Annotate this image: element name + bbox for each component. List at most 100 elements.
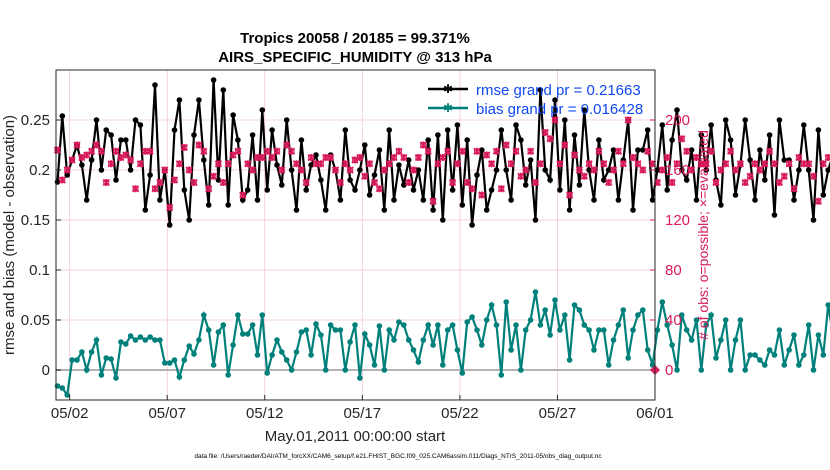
series-point-0	[210, 77, 217, 83]
series-point-0	[396, 162, 402, 168]
series-point-1	[625, 355, 631, 361]
series-point-0	[483, 207, 490, 213]
series-point-0	[820, 192, 827, 198]
obs-evaluated-point	[195, 141, 203, 149]
series-point-0	[410, 187, 417, 193]
obs-evaluated-point	[131, 185, 140, 193]
series-point-1	[454, 347, 461, 353]
series-point-0	[640, 147, 646, 153]
chart-title-line1: Tropics 20058 / 20185 = 99.371%	[240, 30, 470, 47]
series-point-0	[810, 217, 817, 223]
obs-evaluated-point	[346, 166, 354, 174]
series-point-0	[518, 137, 524, 143]
obs-evaluated-point	[97, 147, 106, 155]
series-point-1	[815, 332, 822, 338]
series-point-1	[98, 372, 105, 378]
obs-evaluated-point	[790, 185, 798, 193]
series-point-0	[498, 127, 505, 133]
obs-evaluated-point	[478, 191, 486, 199]
series-point-0	[259, 107, 266, 113]
series-point-1	[688, 337, 695, 343]
grid-lines	[56, 70, 656, 400]
obs-evaluated-point	[770, 160, 779, 168]
series-point-0	[166, 222, 173, 228]
obs-evaluated-point	[448, 178, 457, 187]
series-point-1	[342, 367, 349, 373]
obs-evaluated-point	[570, 151, 579, 159]
series-point-0	[415, 167, 422, 173]
obs-evaluated-point	[156, 178, 164, 187]
series-point-1	[79, 349, 85, 355]
obs-evaluated-point	[624, 116, 632, 124]
series-point-0	[205, 202, 212, 208]
series-point-0	[186, 217, 192, 223]
series-point-1	[303, 327, 310, 333]
series-point-0	[566, 207, 573, 213]
obs-evaluated-point	[356, 153, 364, 162]
series-point-0	[542, 167, 548, 173]
tick-label-right: 120	[665, 212, 690, 229]
series-point-1	[766, 347, 773, 353]
obs-evaluated-point	[536, 160, 545, 168]
obs-evaluated-point	[439, 153, 447, 162]
obs-evaluated-point	[409, 166, 418, 174]
series-point-0	[420, 197, 427, 203]
obs-evaluated-point	[136, 160, 145, 168]
series-point-1	[781, 362, 788, 368]
series-point-0	[196, 97, 202, 103]
series-point-1	[644, 347, 651, 353]
series-point-0	[401, 182, 407, 188]
series-point-1	[83, 367, 90, 373]
obs-evaluated-point	[575, 166, 584, 174]
obs-evaluated-point	[805, 160, 813, 168]
series-point-1	[664, 322, 670, 328]
series-point-1	[166, 360, 173, 366]
series-point-1	[108, 356, 114, 362]
series-point-1	[127, 333, 134, 339]
series-point-0	[693, 197, 700, 203]
series-point-1	[157, 337, 163, 343]
series-point-0	[298, 137, 305, 143]
series-point-0	[381, 207, 388, 213]
series-point-1	[537, 322, 544, 328]
tick-label-x: 05/07	[148, 405, 186, 422]
series-point-1	[332, 327, 339, 333]
series-point-1	[757, 357, 763, 363]
obs-evaluated-point	[92, 141, 101, 149]
obs-evaluated-point	[287, 147, 296, 155]
series-point-0	[581, 107, 588, 113]
series-point-1	[752, 352, 758, 358]
series-point-0	[362, 142, 368, 148]
series-point-0	[147, 172, 153, 178]
obs-evaluated-point	[53, 146, 62, 154]
obs-evaluated-point	[395, 147, 403, 155]
obs-evaluated-point	[702, 160, 710, 168]
obs-evaluated-point	[551, 116, 559, 124]
tick-label-left: 0.2	[29, 162, 50, 179]
series-point-0	[347, 177, 353, 183]
series-point-0	[303, 187, 310, 193]
series-point-1	[576, 307, 583, 313]
series-point-1	[391, 337, 397, 343]
obs-evaluated-point	[663, 153, 671, 162]
obs-evaluated-point	[317, 160, 325, 168]
series-point-1	[269, 352, 275, 358]
series-point-0	[191, 132, 197, 138]
obs-evaluated-point	[692, 153, 701, 162]
series-point-1	[679, 312, 685, 318]
obs-evaluated-point	[180, 143, 188, 152]
series-point-1	[459, 370, 466, 376]
series-point-1	[708, 312, 714, 318]
series-point-1	[201, 312, 207, 318]
series-point-0	[762, 177, 768, 183]
series-point-0	[679, 167, 685, 173]
series-point-1	[410, 347, 417, 353]
series-point-1	[498, 372, 505, 378]
series-point-0	[254, 197, 261, 203]
obs-evaluated-point	[209, 172, 218, 180]
series-point-1	[601, 327, 607, 333]
obs-evaluated-point	[419, 141, 427, 149]
obs-evaluated-point	[809, 172, 818, 180]
series-line-1	[57, 291, 830, 398]
